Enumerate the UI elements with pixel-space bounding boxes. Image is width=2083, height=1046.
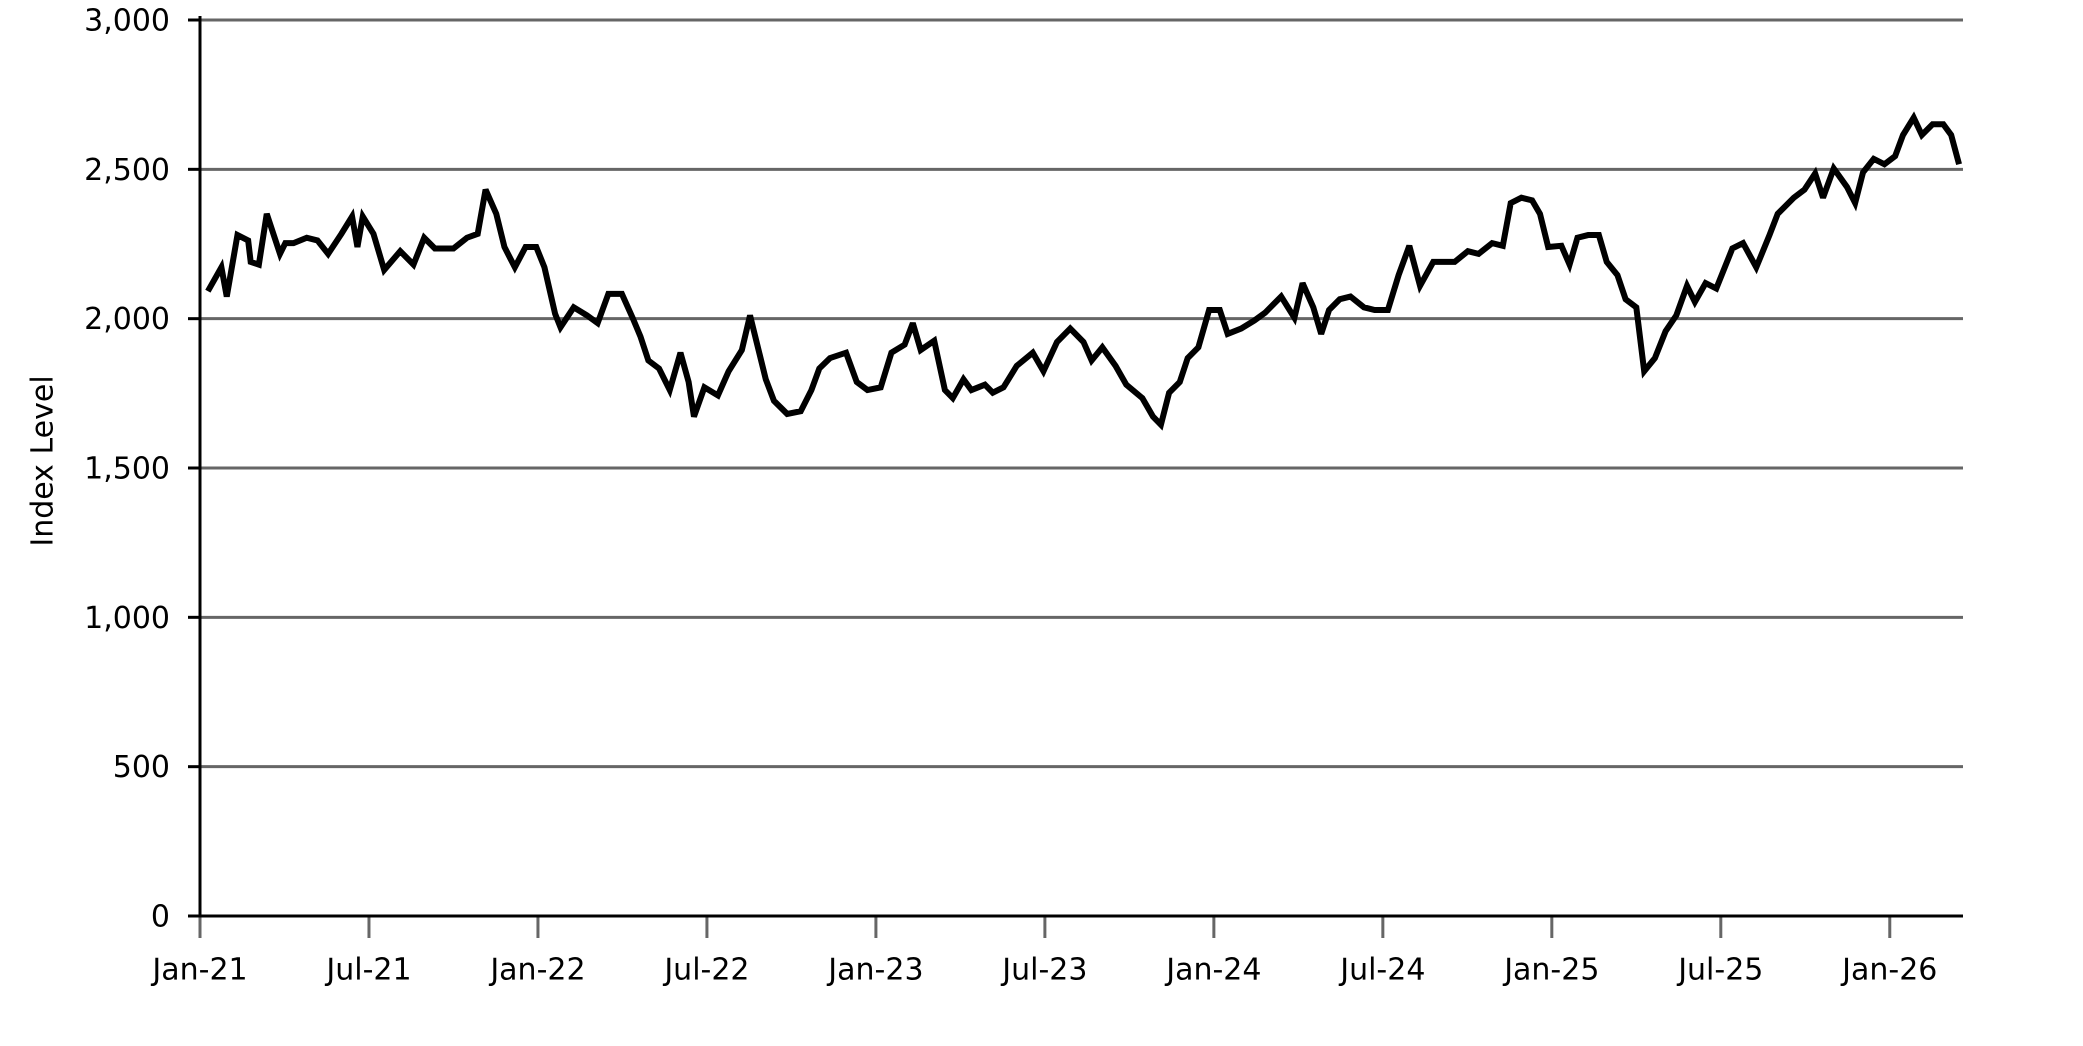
y-tick-label: 3,000: [84, 4, 170, 39]
x-tick-label: Jul-24: [1338, 953, 1425, 988]
x-tick-label: Jan-22: [488, 953, 585, 988]
y-tick-label: 0: [151, 900, 170, 935]
x-tick-label: Jul-22: [662, 953, 749, 988]
x-tick-label: Jul-23: [1000, 953, 1087, 988]
x-tick-label: Jan-26: [1840, 953, 1937, 988]
x-tick-label: Jan-23: [826, 953, 923, 988]
data-line: [205, 111, 1962, 431]
y-tick-label: 1,000: [84, 601, 170, 636]
x-tick-label: Jul-21: [324, 953, 411, 988]
y-axis-label: Index Level: [26, 375, 61, 546]
x-tick-label: Jan-24: [1164, 953, 1261, 988]
y-tick-label: 1,500: [84, 452, 170, 487]
y-tick-label: 2,000: [84, 302, 170, 337]
x-tick-label: Jul-25: [1676, 953, 1763, 988]
x-tick-label: Jan-25: [1502, 953, 1599, 988]
x-tick-label: Jan-21: [150, 953, 247, 988]
y-tick-label: 2,500: [84, 153, 170, 188]
y-tick-label: 500: [113, 750, 170, 785]
